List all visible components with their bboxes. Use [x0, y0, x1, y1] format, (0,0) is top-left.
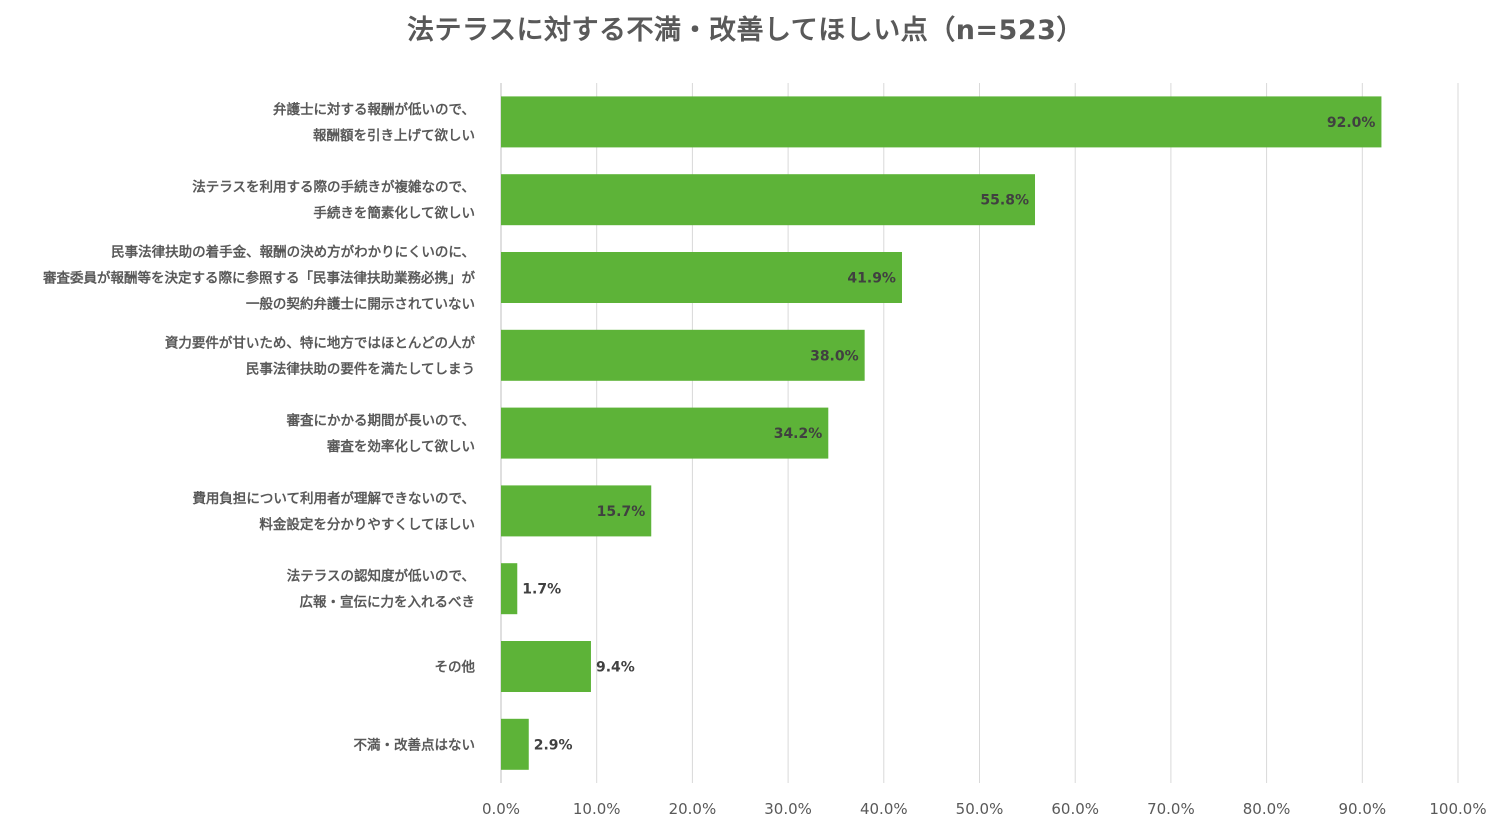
category-label: 費用負担について利用者が理解できないので、 — [192, 490, 475, 507]
category-label: 審査を効率化して欲しい — [326, 438, 475, 455]
category-label: 法テラスを利用する際の手続きが複雑なので、 — [192, 179, 475, 196]
data-label: 55.8% — [980, 193, 1029, 209]
bar — [501, 718, 529, 770]
data-label: 2.9% — [534, 737, 573, 753]
category-label: 審査委員が報酬等を決定する際に参照する「民事法律扶助業務必携」が — [42, 270, 475, 287]
bar — [501, 174, 1036, 226]
x-tick-label: 40.0% — [860, 800, 908, 818]
data-label: 9.4% — [596, 660, 635, 676]
category-label: 報酬額を引き上げて欲しい — [313, 127, 475, 144]
category-label: 民事法律扶助の要件を満たしてしまう — [246, 360, 475, 377]
bar — [501, 407, 829, 459]
category-label: 資力要件が甘いため、特に地方ではほとんどの人が — [165, 334, 476, 351]
category-label: 一般の契約弁護士に開示されていない — [246, 296, 475, 313]
category-label: 弁護士に対する報酬が低いので、 — [273, 101, 475, 118]
data-label: 15.7% — [597, 504, 646, 520]
x-tick-label: 100.0% — [1429, 800, 1486, 818]
category-label: 広報・宣伝に力を入れるべき — [300, 594, 476, 611]
data-label: 1.7% — [522, 582, 561, 598]
x-tick-label: 90.0% — [1338, 800, 1386, 818]
category-label: その他 — [435, 659, 476, 676]
x-tick-label: 50.0% — [956, 800, 1004, 818]
bar — [501, 252, 902, 303]
data-label: 41.9% — [847, 271, 896, 287]
category-label: 法テラスの認知度が低いので、 — [287, 568, 475, 585]
data-label: 92.0% — [1327, 115, 1376, 131]
x-tick-label: 80.0% — [1243, 800, 1291, 818]
category-label: 手続きを簡素化して欲しい — [313, 205, 475, 222]
x-tick-label: 20.0% — [669, 800, 717, 818]
x-tick-label: 70.0% — [1147, 800, 1195, 818]
x-tick-label: 0.0% — [482, 800, 520, 818]
data-label: 34.2% — [774, 426, 823, 442]
bar — [501, 485, 652, 537]
chart-title: 法テラスに対する不満・改善してほしい点（n=523） — [407, 15, 1084, 46]
bar — [501, 329, 865, 381]
x-tick-label: 30.0% — [764, 800, 812, 818]
bar — [501, 563, 518, 615]
bar — [501, 96, 1382, 148]
category-label: 民事法律扶助の着手金、報酬の決め方がわかりにくいのに、 — [111, 244, 475, 261]
bar — [501, 641, 591, 692]
x-tick-label: 10.0% — [573, 800, 621, 818]
data-label: 38.0% — [810, 348, 859, 364]
category-label: 不満・改善点はない — [354, 736, 476, 753]
x-tick-label: 60.0% — [1051, 800, 1099, 818]
category-label: 審査にかかる期間が長いので、 — [286, 412, 475, 429]
category-label: 料金設定を分かりやすくしてほしい — [259, 516, 475, 533]
